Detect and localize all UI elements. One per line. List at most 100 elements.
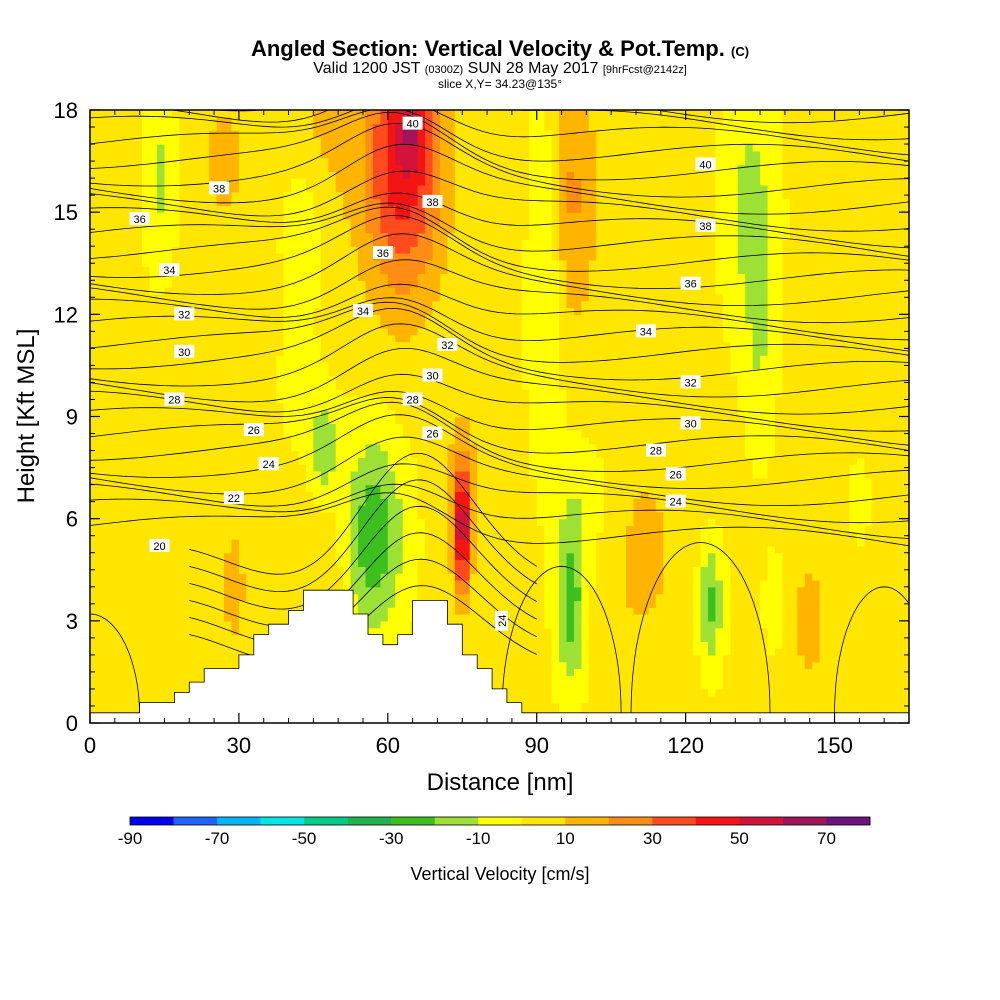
field-cell: [149, 130, 158, 138]
field-cell: [164, 634, 173, 642]
field-cell: [119, 484, 128, 493]
field-cell: [499, 641, 508, 649]
field-cell: [477, 627, 486, 636]
field-cell: [231, 525, 240, 533]
field-cell: [246, 573, 255, 581]
field-cell: [298, 239, 307, 247]
field-cell: [224, 470, 233, 479]
field-cell: [358, 484, 367, 493]
field-cell: [149, 212, 158, 220]
field-cell: [216, 600, 225, 608]
field-cell: [261, 430, 270, 438]
field-cell: [216, 389, 225, 397]
field-cell: [372, 157, 381, 166]
field-cell: [276, 511, 285, 520]
field-cell: [127, 525, 136, 533]
field-cell: [276, 348, 285, 356]
field-cell: [462, 266, 471, 275]
field-cell: [484, 593, 493, 601]
field-cell: [119, 661, 128, 670]
field-cell: [261, 559, 270, 567]
field-cell: [238, 443, 247, 452]
field-cell: [477, 614, 486, 622]
field-cell: [484, 600, 493, 608]
field-cell: [90, 218, 99, 227]
field-cell: [462, 593, 471, 601]
field-cell: [119, 232, 128, 241]
field-cell: [358, 150, 367, 159]
field-cell: [90, 402, 99, 411]
field-cell: [298, 436, 307, 445]
field-cell: [283, 307, 292, 315]
field-cell: [253, 150, 262, 159]
field-cell: [119, 477, 128, 486]
field-cell: [387, 470, 396, 479]
field-cell: [171, 498, 180, 506]
field-cell: [410, 144, 419, 152]
field-cell: [343, 416, 352, 424]
field-cell: [238, 484, 247, 493]
field-cell: [97, 566, 106, 574]
field-cell: [179, 123, 188, 132]
field-cell: [469, 184, 478, 193]
field-cell: [291, 368, 300, 377]
field-cell: [335, 293, 344, 302]
field-cell: [387, 300, 396, 309]
field-cell: [90, 477, 99, 486]
field-cell: [276, 110, 285, 118]
field-cell: [134, 498, 143, 506]
field-cell: [246, 334, 255, 343]
field-cell: [283, 314, 292, 322]
field-cell: [261, 525, 270, 533]
field-cell: [417, 450, 426, 458]
field-cell: [179, 552, 188, 561]
field-cell: [305, 443, 314, 452]
field-cell: [335, 184, 344, 193]
field-cell: [439, 450, 448, 458]
field-cell: [417, 246, 426, 254]
field-cell: [469, 218, 478, 227]
field-cell: [305, 110, 314, 118]
field-cell: [268, 402, 277, 411]
field-cell: [209, 144, 218, 152]
field-cell: [201, 464, 210, 472]
field-cell: [238, 253, 247, 261]
field-cell: [268, 396, 277, 404]
field-cell: [462, 307, 471, 315]
field-cell: [447, 579, 456, 588]
field-cell: [350, 470, 359, 479]
field-cell: [313, 253, 322, 261]
field-cell: [425, 212, 434, 220]
field-cell: [387, 130, 396, 138]
field-cell: [283, 525, 292, 533]
field-cell: [238, 375, 247, 384]
field-cell: [231, 198, 240, 206]
field-cell: [469, 402, 478, 411]
field-cell: [305, 123, 314, 132]
field-cell: [194, 505, 203, 513]
field-cell: [209, 259, 218, 268]
field-cell: [313, 423, 322, 431]
field-cell: [343, 573, 352, 581]
field-cell: [104, 130, 113, 138]
field-cell: [104, 164, 113, 172]
field-cell: [320, 552, 329, 561]
field-cell: [410, 573, 419, 581]
field-cell: [283, 402, 292, 411]
field-cell: [417, 205, 426, 213]
field-cell: [477, 532, 486, 540]
field-cell: [238, 280, 247, 288]
field-cell: [90, 273, 99, 281]
field-cell: [186, 212, 195, 220]
field-cell: [97, 484, 106, 493]
field-cell: [298, 266, 307, 275]
field-cell: [291, 137, 300, 145]
field-cell: [291, 416, 300, 424]
field-cell: [402, 525, 411, 533]
field-cell: [380, 368, 389, 377]
field-cell: [477, 327, 486, 336]
field-cell: [90, 232, 99, 241]
field-cell: [216, 218, 225, 227]
field-cell: [432, 314, 441, 322]
field-cell: [298, 225, 307, 234]
